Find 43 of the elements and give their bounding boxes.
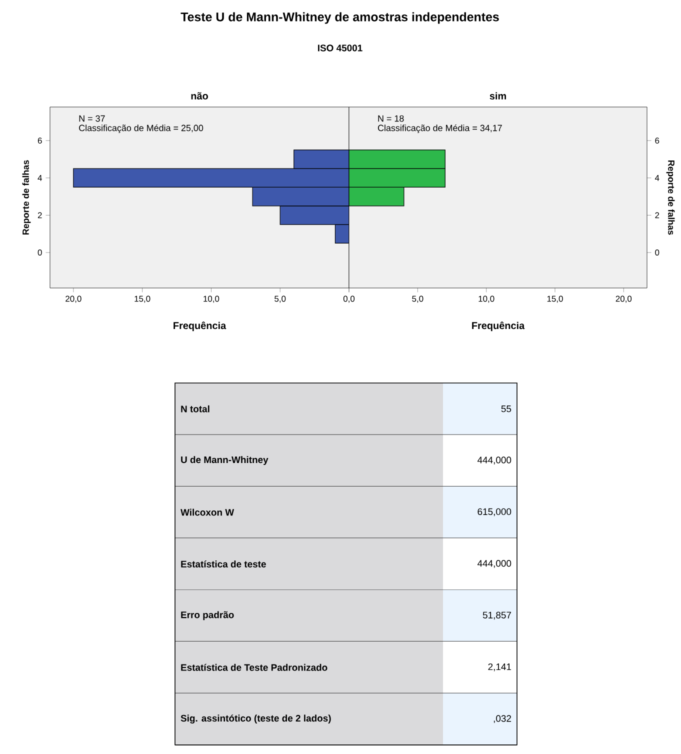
text: 51,857 xyxy=(482,612,512,620)
x-tick-label: 10,0 xyxy=(478,296,494,303)
y-tick-label: 0 xyxy=(38,250,42,256)
annotation: Classificação de Média = 25,00 xyxy=(79,124,204,133)
annotation: N = 37 xyxy=(79,115,105,122)
x-tick-label: 20,0 xyxy=(66,296,82,303)
chart-title: não xyxy=(191,92,208,100)
chart-title: sim xyxy=(490,92,506,100)
text: ISO 45001 xyxy=(318,44,362,52)
x-tick-label: 20,0 xyxy=(616,296,632,303)
text: Wilcoxon W xyxy=(180,508,234,516)
y-tick-label: 6 xyxy=(38,138,42,144)
y-axis-title: Reporte de falhas xyxy=(22,160,31,235)
y-tick-label: 6 xyxy=(655,138,660,144)
x-axis-title: Frequência xyxy=(174,322,226,332)
text: Erro padrão xyxy=(181,611,234,620)
text: 55 xyxy=(501,406,512,412)
x-tick-label: 10,0 xyxy=(204,296,220,303)
text: 2,141 xyxy=(488,663,512,672)
text: N total xyxy=(181,405,210,412)
y-tick-label: 2 xyxy=(38,212,42,218)
x-tick-label: 15,0 xyxy=(134,296,150,303)
text: U de Mann-Whitney xyxy=(181,456,268,465)
x-axis-title: Frequência xyxy=(472,322,525,332)
text: Estatística de Teste Padronizado xyxy=(181,664,328,671)
x-tick-label: 0,0 xyxy=(343,296,355,303)
y-axis-title: Reporte de falhas xyxy=(666,160,675,235)
text: Estatística de teste xyxy=(181,560,266,568)
y-tick-label: 0 xyxy=(655,250,660,256)
y-tick-label: 4 xyxy=(38,174,42,181)
y-tick-label: 2 xyxy=(655,212,660,218)
text: 444,000 xyxy=(477,560,512,568)
x-tick-label: 5,0 xyxy=(274,296,286,303)
annotation: N = 18 xyxy=(378,115,404,122)
annotation: Classificação de Média = 34,17 xyxy=(378,124,502,133)
y-tick-label: 4 xyxy=(654,174,660,181)
text: 444,000 xyxy=(477,456,512,464)
x-tick-label: 15,0 xyxy=(547,296,563,303)
text: ,032 xyxy=(494,715,512,723)
text: 615,000 xyxy=(478,508,512,516)
text: Sig. assintótico (teste de 2 lados) xyxy=(180,714,331,724)
x-tick-label: 5,0 xyxy=(412,296,424,303)
text: Teste U de Mann-Whitney de amostras independentes xyxy=(180,12,499,24)
